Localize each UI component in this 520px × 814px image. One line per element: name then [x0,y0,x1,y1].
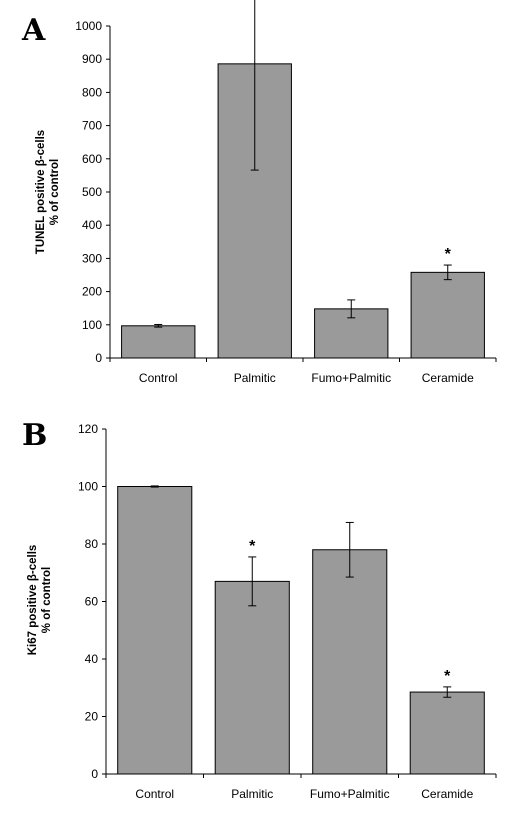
x-category-label: Palmitic [231,787,273,801]
y-tick-label: 100 [78,480,98,494]
y-tick-label: 80 [85,537,99,551]
y-tick-label: 800 [82,85,102,99]
bar [312,549,388,775]
y-tick-label: 120 [78,422,98,436]
significance-star: * [249,538,256,555]
y-axis-label-b-line1: Ki67 positive β-cells [27,545,39,656]
y-tick-label: 0 [95,351,102,365]
y-tick-label: 700 [82,119,102,133]
x-category-label: Control [135,787,174,801]
y-tick-label: 200 [82,285,102,299]
bar [410,271,485,359]
x-category-label: Palmitic [234,371,276,385]
significance-star: * [444,668,451,685]
bar [217,63,292,359]
y-axis-label-a-line1: TUNEL positive β-cells [35,130,47,254]
y-tick-label: 300 [82,251,102,265]
y-tick-label: 40 [85,652,99,666]
panel-b: B Ki67 positive β-cells % of control 0 20… [22,418,497,801]
x-category-label: Control [139,371,178,385]
x-category-label: Fumo+Palmitic [310,787,390,801]
y-axis-label-b-line2: % of control [41,567,53,633]
y-tick-label: 400 [82,218,102,232]
y-axis-label-a-line2: % of control [49,159,61,225]
y-tick-label: 0 [91,767,98,781]
significance-star: * [445,246,452,263]
y-tick-label: 20 [85,710,99,724]
y-axis-label-a: TUNEL positive β-cells % of control [35,130,61,254]
y-tick-label: 60 [85,595,99,609]
bar [117,486,193,775]
bar-chart-a: 0 100 200 300 400 500 600 700 800 900 1000 Control *… [75,0,497,385]
x-category-label: Ceramide [422,371,474,385]
y-tick-label: 100 [82,318,102,332]
y-tick-label: 900 [82,52,102,66]
y-tick-label: 1000 [75,19,102,33]
bar-chart-b: 0 20 40 60 80 100 120 Control * Palmitic Fumo+Palm… [78,422,497,801]
panel-a: A TUNEL positive β-cells % of control 0 1… [21,0,497,385]
y-axis-label-b: Ki67 positive β-cells % of control [27,545,53,656]
bar [409,691,485,775]
panel-label-a: A [21,13,46,48]
y-tick-label: 500 [82,185,102,199]
x-category-label: Fumo+Palmitic [311,371,391,385]
y-tick-label: 600 [82,152,102,166]
x-category-label: Ceramide [421,787,473,801]
panel-label-b: B [22,418,47,453]
bar [121,325,196,359]
bar [214,580,290,775]
